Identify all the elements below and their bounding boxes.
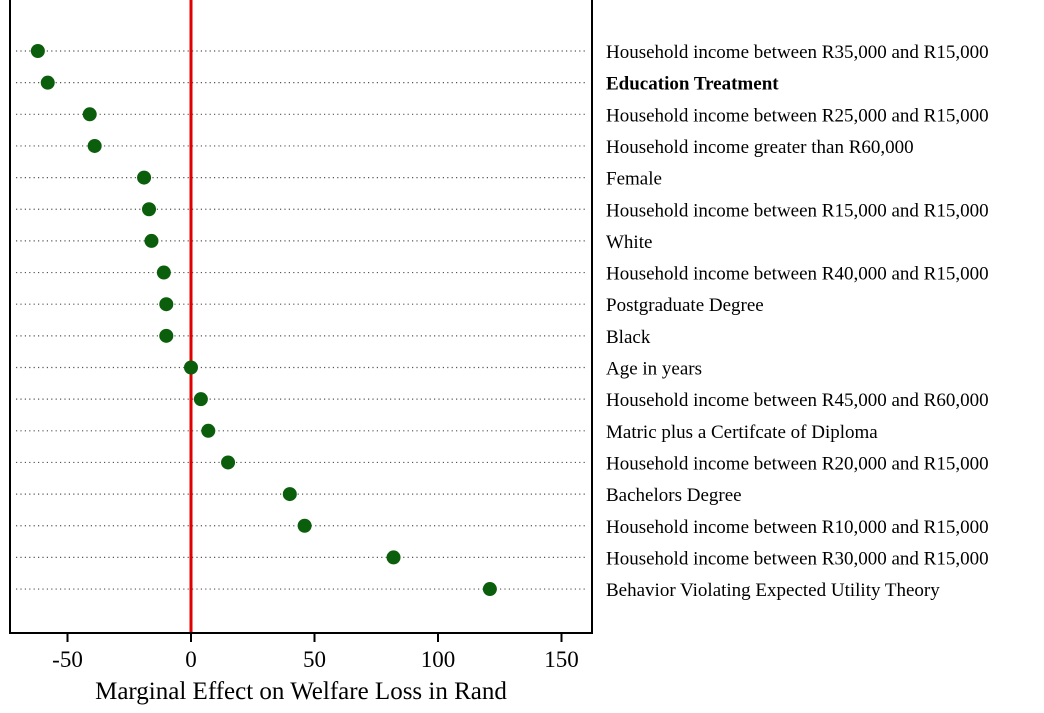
- category-labels: Household income between R35,000 and R15…: [606, 42, 989, 601]
- data-point: [87, 138, 102, 153]
- plot-frame: [9, 0, 593, 634]
- category-label: Household income greater than R60,000: [606, 137, 914, 158]
- x-tick-label: 50: [303, 647, 326, 672]
- guide-lines: [16, 50, 588, 590]
- category-label: Household income between R10,000 and R15…: [606, 517, 989, 538]
- data-point: [40, 75, 55, 90]
- data-point: [137, 170, 152, 185]
- category-label: Household income between R40,000 and R15…: [606, 264, 989, 285]
- category-label: Household income between R20,000 and R15…: [606, 453, 989, 474]
- category-label: Household income between R25,000 and R15…: [606, 105, 989, 126]
- data-point: [184, 360, 198, 375]
- category-label: Behavior Violating Expected Utility Theo…: [606, 580, 940, 601]
- category-label: White: [606, 232, 652, 253]
- category-label: Household income between R15,000 and R15…: [606, 200, 989, 221]
- category-label: Household income between R35,000 and R15…: [606, 42, 989, 63]
- data-point: [201, 423, 216, 438]
- x-tick-label: 150: [544, 647, 579, 672]
- category-label: Bachelors Degree: [606, 485, 742, 506]
- data-point: [282, 487, 297, 502]
- data-points: [30, 44, 497, 597]
- category-label: Education Treatment: [606, 74, 779, 95]
- data-point: [159, 297, 174, 312]
- category-label: Postgraduate Degree: [606, 295, 764, 316]
- category-label: Age in years: [606, 359, 702, 380]
- x-axis-ticks: -50 0 50 100 150: [52, 633, 579, 672]
- data-point: [144, 233, 159, 248]
- data-point: [82, 107, 97, 122]
- category-label: Female: [606, 169, 662, 190]
- category-label: Household income between R45,000 and R60…: [606, 390, 989, 411]
- data-point: [482, 582, 497, 597]
- x-tick-label: 100: [421, 647, 456, 672]
- x-tick-label: -50: [52, 647, 83, 672]
- data-point: [30, 44, 45, 58]
- data-point: [142, 202, 157, 217]
- data-point: [221, 455, 236, 470]
- category-label: Black: [606, 327, 651, 348]
- data-point: [156, 265, 171, 280]
- data-point: [386, 550, 401, 565]
- category-label: Matric plus a Certifcate of Diploma: [606, 422, 878, 443]
- x-axis-label: Marginal Effect on Welfare Loss in Rand: [95, 678, 507, 705]
- category-label: Household income between R30,000 and R15…: [606, 548, 989, 569]
- data-point: [159, 328, 174, 343]
- x-tick-label: 0: [185, 647, 197, 672]
- data-point: [297, 518, 312, 533]
- data-point: [193, 392, 208, 407]
